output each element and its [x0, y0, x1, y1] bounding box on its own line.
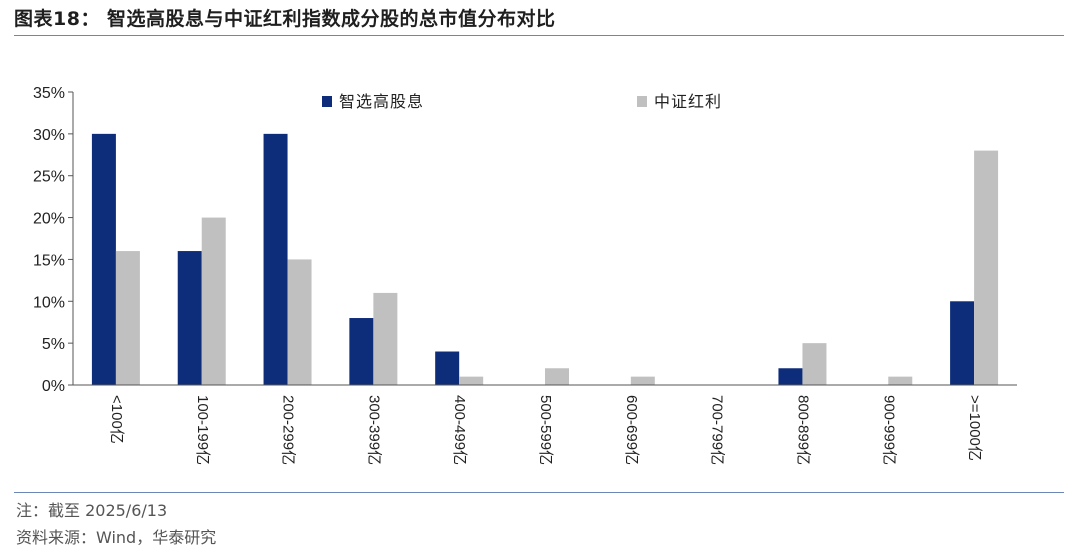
y-tick-label: 30% — [33, 127, 65, 144]
y-tick-label: 5% — [42, 336, 65, 353]
date-note: 注：截至 2025/6/13 — [16, 501, 168, 520]
y-tick-label: 10% — [33, 294, 65, 311]
bar — [974, 150, 999, 385]
source-note: 资料来源：Wind，华泰研究 — [16, 528, 217, 547]
bar — [435, 351, 460, 385]
bar — [373, 292, 398, 385]
legend-label: 中证红利 — [654, 92, 722, 111]
legend-swatch — [637, 96, 647, 107]
bar — [91, 133, 116, 385]
bar — [287, 259, 312, 385]
bar — [545, 368, 569, 385]
x-tick-label: 300-399亿 — [365, 395, 382, 465]
x-tick-label: 600-699亿 — [623, 395, 640, 465]
market-cap-distribution-chart: 0% 5% 10% 15% 20% 25% 30% 35% <100亿 100-199亿 200-… — [33, 85, 1017, 465]
x-axis: <100亿 100-199亿 200-299亿 300-399亿 400-499亿 500… — [73, 384, 1017, 465]
bar — [888, 376, 913, 385]
footer-divider — [14, 492, 1064, 493]
y-tick-label: 0% — [42, 378, 65, 395]
x-tick-label: >=1000亿 — [966, 395, 983, 461]
y-tick-label: 35% — [33, 85, 65, 102]
figure-title: 图表18： 智选高股息与中证红利指数成分股的总市值分布对比 — [14, 8, 556, 30]
legend-swatch — [322, 96, 332, 107]
bar — [630, 376, 655, 385]
bar — [263, 133, 288, 385]
bar — [201, 217, 226, 385]
y-tick-label: 20% — [33, 211, 65, 228]
bar — [349, 318, 374, 385]
bar — [177, 251, 202, 385]
bar — [115, 251, 140, 385]
y-axis: 0% 5% 10% 15% 20% 25% 30% 35% — [33, 85, 74, 395]
bar — [778, 368, 803, 385]
x-tick-label: 800-899亿 — [794, 395, 811, 465]
legend-label: 智选高股息 — [339, 92, 424, 111]
x-tick-label: 200-299亿 — [280, 395, 297, 465]
x-tick-label: 700-799亿 — [709, 395, 726, 465]
legend: 智选高股息 中证红利 — [322, 92, 722, 111]
bars — [91, 133, 999, 385]
title-divider — [14, 35, 1064, 36]
y-tick-label: 25% — [33, 169, 65, 186]
x-tick-label: 100-199亿 — [194, 395, 211, 465]
x-tick-label: 400-499亿 — [451, 395, 468, 465]
bar — [459, 376, 484, 385]
bar — [802, 343, 827, 385]
y-tick-label: 15% — [33, 252, 65, 269]
x-tick-label: <100亿 — [108, 395, 125, 444]
x-tick-label: 900-999亿 — [880, 395, 897, 465]
bar — [950, 301, 975, 385]
x-tick-label: 500-599亿 — [537, 395, 554, 465]
